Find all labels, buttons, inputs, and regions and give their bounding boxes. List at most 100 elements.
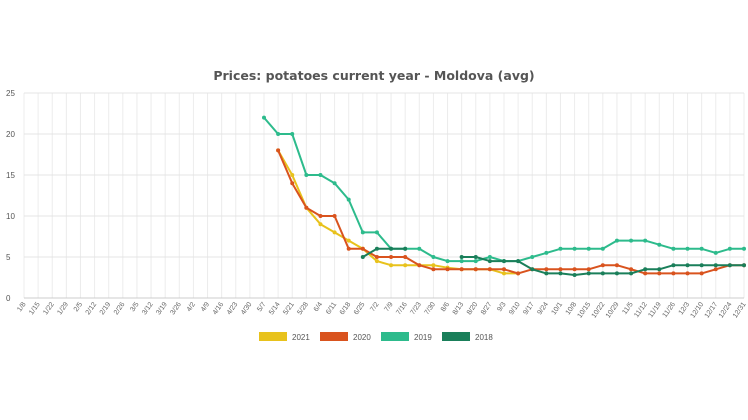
data-point-2021 [318, 222, 323, 227]
x-tick-label: 8/6 [440, 301, 451, 313]
legend-label-2018: 2018 [475, 333, 493, 342]
x-tick-label: 1/22 [42, 301, 56, 316]
data-point-2018 [502, 259, 506, 264]
data-point-2020 [671, 271, 676, 276]
data-point-2019 [671, 246, 676, 251]
x-tick-label: 12/24 [718, 301, 734, 319]
data-point-2019 [262, 115, 266, 120]
x-tick-label: 9/3 [496, 301, 507, 313]
data-point-2018 [671, 263, 676, 268]
data-point-2019 [614, 238, 619, 243]
data-point-2019 [600, 246, 605, 251]
legend-swatch-2018 [442, 332, 470, 341]
y-tick-label: 25 [6, 89, 15, 98]
x-tick-label: 7/16 [395, 301, 409, 316]
x-tick-label: 7/30 [424, 301, 438, 316]
data-point-2020 [445, 267, 450, 272]
x-tick-label: 4/23 [226, 301, 240, 316]
data-point-2020 [431, 267, 436, 272]
data-point-2019 [276, 132, 281, 136]
data-point-2020 [459, 267, 464, 272]
x-tick-label: 3/26 [169, 301, 183, 316]
x-tick-label: 10/22 [591, 301, 607, 319]
data-point-2019 [713, 250, 718, 255]
x-tick-label: 8/13 [452, 301, 466, 316]
data-point-2021 [374, 259, 379, 264]
data-point-2019 [699, 246, 704, 251]
x-tick-label: 12/10 [689, 301, 705, 319]
x-tick-label: 5/21 [282, 301, 296, 316]
y-tick-label: 5 [6, 253, 11, 262]
data-point-2018 [487, 259, 492, 264]
x-tick-label: 5/28 [296, 301, 310, 316]
data-point-2018 [530, 267, 535, 272]
x-tick-label: 6/18 [339, 301, 353, 316]
data-point-2020 [346, 246, 351, 251]
data-point-2018 [544, 271, 549, 276]
data-point-2020 [403, 255, 408, 259]
data-point-2020 [290, 181, 295, 186]
data-point-2020 [304, 205, 309, 210]
x-tick-label: 2/12 [85, 301, 99, 316]
x-tick-label: 4/16 [212, 301, 226, 316]
data-point-2018 [473, 255, 478, 259]
x-tick-label: 9/17 [522, 301, 536, 316]
x-tick-label: 11/12 [633, 301, 649, 319]
data-point-2019 [572, 246, 577, 251]
x-tick-label: 12/3 [678, 301, 692, 316]
x-tick-label: 6/25 [353, 301, 367, 316]
y-tick-label: 15 [6, 171, 15, 180]
data-point-2021 [332, 230, 337, 235]
legend-swatch-2020 [320, 332, 348, 341]
y-tick-label: 20 [6, 130, 15, 139]
data-point-2018 [600, 271, 605, 276]
data-point-2019 [445, 259, 450, 264]
data-point-2018 [727, 263, 732, 268]
data-point-2021 [431, 263, 436, 268]
legend-label-2020: 2020 [353, 333, 371, 342]
data-point-2018 [403, 246, 408, 251]
x-tick-label: 4/30 [240, 301, 254, 316]
data-point-2018 [713, 263, 718, 268]
x-tick-label: 7/9 [383, 301, 394, 313]
x-tick-label: 10/8 [565, 301, 579, 316]
data-point-2018 [629, 271, 634, 276]
data-point-2019 [304, 173, 309, 177]
data-point-2020 [389, 255, 394, 259]
data-point-2019 [290, 132, 295, 136]
data-point-2019 [459, 259, 464, 264]
x-tick-label: 12/17 [704, 301, 720, 319]
x-tick-label: 12/31 [732, 301, 748, 319]
x-tick-label: 11/5 [621, 301, 634, 316]
data-point-2020 [629, 267, 634, 272]
data-point-2019 [643, 238, 648, 243]
data-point-2020 [487, 267, 492, 272]
x-tick-label: 7/23 [409, 301, 423, 316]
data-point-2020 [713, 267, 718, 272]
legend-swatch-2021 [259, 332, 287, 341]
chart-title: Prices: potatoes current year - Moldova … [213, 68, 535, 83]
data-point-2021 [403, 263, 408, 268]
data-point-2020 [374, 255, 379, 259]
data-point-2018 [742, 263, 746, 268]
data-point-2021 [290, 173, 295, 177]
data-point-2020 [600, 263, 605, 268]
data-point-2019 [558, 246, 563, 251]
data-point-2018 [657, 267, 662, 272]
data-point-2019 [417, 246, 422, 251]
data-point-2020 [685, 271, 690, 276]
x-tick-label: 1/15 [28, 301, 42, 316]
x-tick-label: 2/5 [73, 301, 84, 313]
data-point-2020 [643, 271, 648, 276]
y-tick-label: 10 [6, 212, 15, 221]
data-point-2019 [360, 230, 365, 235]
series-line-2020 [277, 150, 744, 275]
x-tick-label: 3/5 [129, 301, 140, 313]
data-point-2020 [332, 214, 337, 218]
data-point-2021 [389, 263, 394, 268]
y-tick-label: 0 [6, 294, 11, 303]
data-point-2019 [629, 238, 634, 243]
data-point-2020 [318, 214, 323, 218]
